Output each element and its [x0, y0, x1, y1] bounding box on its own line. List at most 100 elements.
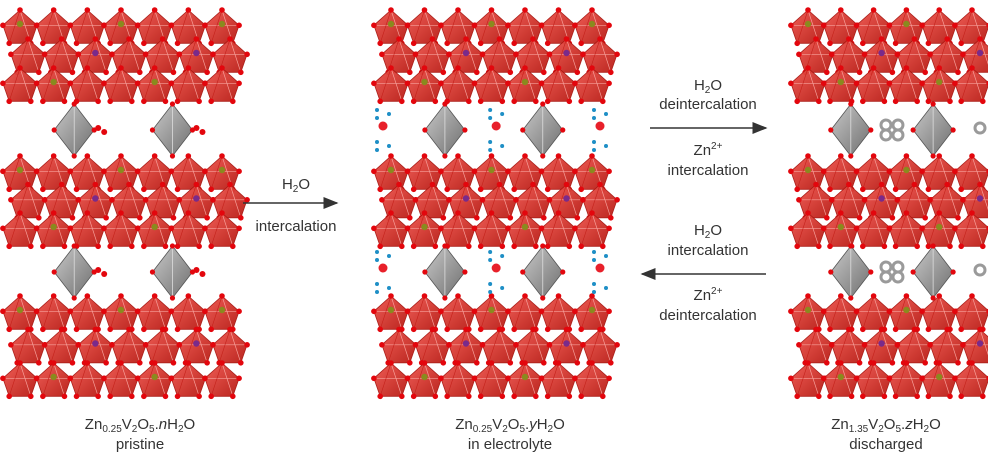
- oxygen-atom: [513, 51, 519, 58]
- oxygen-atom: [404, 168, 411, 175]
- octahedron-edge: [446, 155, 459, 190]
- oxygen-atom: [853, 225, 860, 232]
- oxygen-atom: [438, 375, 444, 382]
- oxygen-atom: [142, 197, 149, 203]
- octahedron-edge: [143, 212, 155, 247]
- oxygen-atom: [597, 326, 603, 333]
- oxygen-atom: [33, 375, 40, 382]
- oxygen-atom: [438, 168, 444, 175]
- oxygen-atom: [950, 127, 956, 133]
- vo-octahedron: [44, 183, 80, 219]
- oxygen-atom: [919, 168, 925, 175]
- oxygen-atom: [614, 51, 620, 58]
- oxygen-atom: [204, 215, 210, 221]
- oxygen-atom: [860, 98, 866, 105]
- octahedron-edge: [53, 67, 65, 102]
- octahedron-edge: [128, 184, 141, 218]
- oxygen-atom: [463, 326, 469, 333]
- octahedron-edge: [109, 155, 122, 190]
- oxygen-atom: [33, 308, 40, 315]
- octahedron-edge: [76, 9, 88, 44]
- oxygen-atom: [805, 65, 811, 71]
- oxygen-atom: [919, 225, 925, 232]
- oxygen-atom: [944, 181, 950, 188]
- octahedron-edge: [218, 329, 231, 363]
- octahedron-edge: [971, 362, 984, 397]
- oxygen-atom: [848, 243, 854, 249]
- water-hydrogen: [488, 282, 493, 286]
- octahedron-edge: [465, 329, 478, 363]
- octahedron-edge: [513, 295, 526, 330]
- octahedron-edge: [829, 67, 842, 102]
- octahedron-edge: [390, 67, 403, 102]
- oxygen-atom: [238, 69, 244, 76]
- octahedron-edge: [128, 38, 141, 73]
- oxygen-atom: [388, 210, 394, 216]
- oxygen-atom: [84, 153, 91, 159]
- water-hydrogen: [387, 144, 391, 148]
- oxygen-atom: [838, 293, 844, 299]
- oxygen-atom: [828, 342, 835, 348]
- oxygen-atom: [168, 375, 175, 382]
- octahedron-edge: [27, 38, 40, 73]
- arrow3-deintercalation-label: deintercalation: [659, 307, 757, 324]
- oxygen-atom: [471, 80, 478, 87]
- octahedron-edge: [413, 67, 425, 102]
- oxygen-atom: [578, 243, 584, 250]
- octahedron-edge: [815, 38, 828, 73]
- oxygen-atom: [17, 293, 23, 299]
- water-hydrogen: [488, 148, 493, 152]
- oxygen-atom: [958, 40, 964, 47]
- oxygen-atom: [922, 69, 928, 76]
- oxygen-atom: [544, 40, 551, 47]
- oxygen-atom: [919, 22, 925, 29]
- vanadium-atom: [521, 223, 529, 231]
- oxygen-atom: [202, 168, 208, 175]
- octahedron-edge: [914, 184, 926, 218]
- water-oxygen: [595, 263, 605, 273]
- oxygen-atom: [410, 243, 417, 250]
- octahedron-edge: [558, 362, 570, 397]
- octahedron-edge: [829, 295, 842, 330]
- oxygen-atom: [6, 243, 12, 250]
- octahedron-edge: [558, 295, 570, 330]
- oxygen-atom: [440, 215, 447, 221]
- oxygen-atom: [202, 308, 208, 315]
- oxygen-atom: [952, 22, 958, 29]
- oxygen-atom: [522, 7, 528, 13]
- oxygen-atom: [230, 393, 236, 400]
- oxygen-atom: [530, 181, 536, 188]
- vo-octahedron: [481, 328, 518, 364]
- octahedron-edge: [8, 67, 21, 102]
- oxygen-atom: [533, 243, 539, 250]
- oxygen-atom: [881, 393, 888, 400]
- octahedron-edge: [76, 362, 88, 397]
- oxygen-atom: [193, 181, 200, 188]
- octahedron-edge: [960, 295, 973, 330]
- oxygen-atom: [533, 393, 539, 400]
- oxygen-atom: [600, 243, 606, 250]
- water-hydrogen: [488, 116, 493, 120]
- vo-octahedron: [145, 183, 181, 219]
- oxygen-atom: [578, 40, 584, 47]
- octahedron-edge: [76, 155, 88, 190]
- oxygen-atom: [936, 293, 942, 299]
- octahedron-edge: [221, 362, 234, 397]
- oxygen-atom: [977, 36, 983, 42]
- oxygen-atom: [107, 243, 113, 250]
- oxygen-atom: [544, 393, 551, 400]
- oxygen-atom: [371, 80, 377, 87]
- oxygen-atom: [914, 98, 920, 105]
- oxygen-atom: [980, 98, 986, 105]
- oxygen-atom: [41, 51, 48, 58]
- vanadium-atom: [387, 306, 395, 314]
- octahedron-edge: [143, 9, 155, 44]
- oxygen-atom: [574, 69, 581, 76]
- oxygen-atom: [199, 129, 206, 135]
- octahedron-edge: [446, 295, 459, 330]
- oxygen-atom: [952, 168, 958, 175]
- octahedron-edge: [42, 295, 54, 330]
- vanadium-atom: [563, 195, 570, 202]
- octahedron-edge: [580, 295, 593, 330]
- oxygen-atom: [377, 326, 384, 333]
